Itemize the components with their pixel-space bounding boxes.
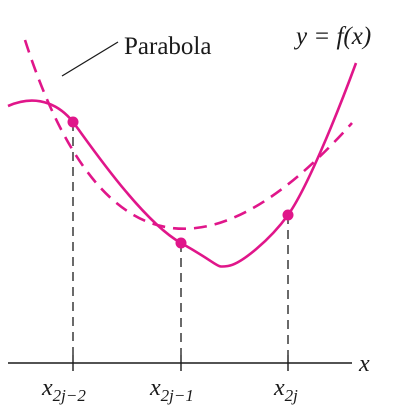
tick-label-2-base: x [149,375,161,401]
parabola-label: Parabola [124,33,211,60]
tick-label-3-sub: 2j [285,386,299,405]
tick-label-1-sub: 2j−2 [53,386,87,405]
function-label: y = f(x) [293,23,371,50]
point-3 [282,209,294,221]
x-axis-label: x [358,351,370,377]
tick-label-1-base: x [41,375,53,401]
point-2 [175,237,187,249]
point-1 [67,116,79,128]
tick-label-2: x2j−1 [149,375,194,405]
tick-label-3: x2j [273,375,298,405]
function-curve [7,62,358,268]
parabola-curve [23,39,353,230]
parabola-leader-line [61,41,119,77]
tick-label-3-base: x [273,375,285,401]
tick-label-2-sub: 2j−1 [161,386,194,405]
tick-label-1: x2j−2 [41,375,86,405]
